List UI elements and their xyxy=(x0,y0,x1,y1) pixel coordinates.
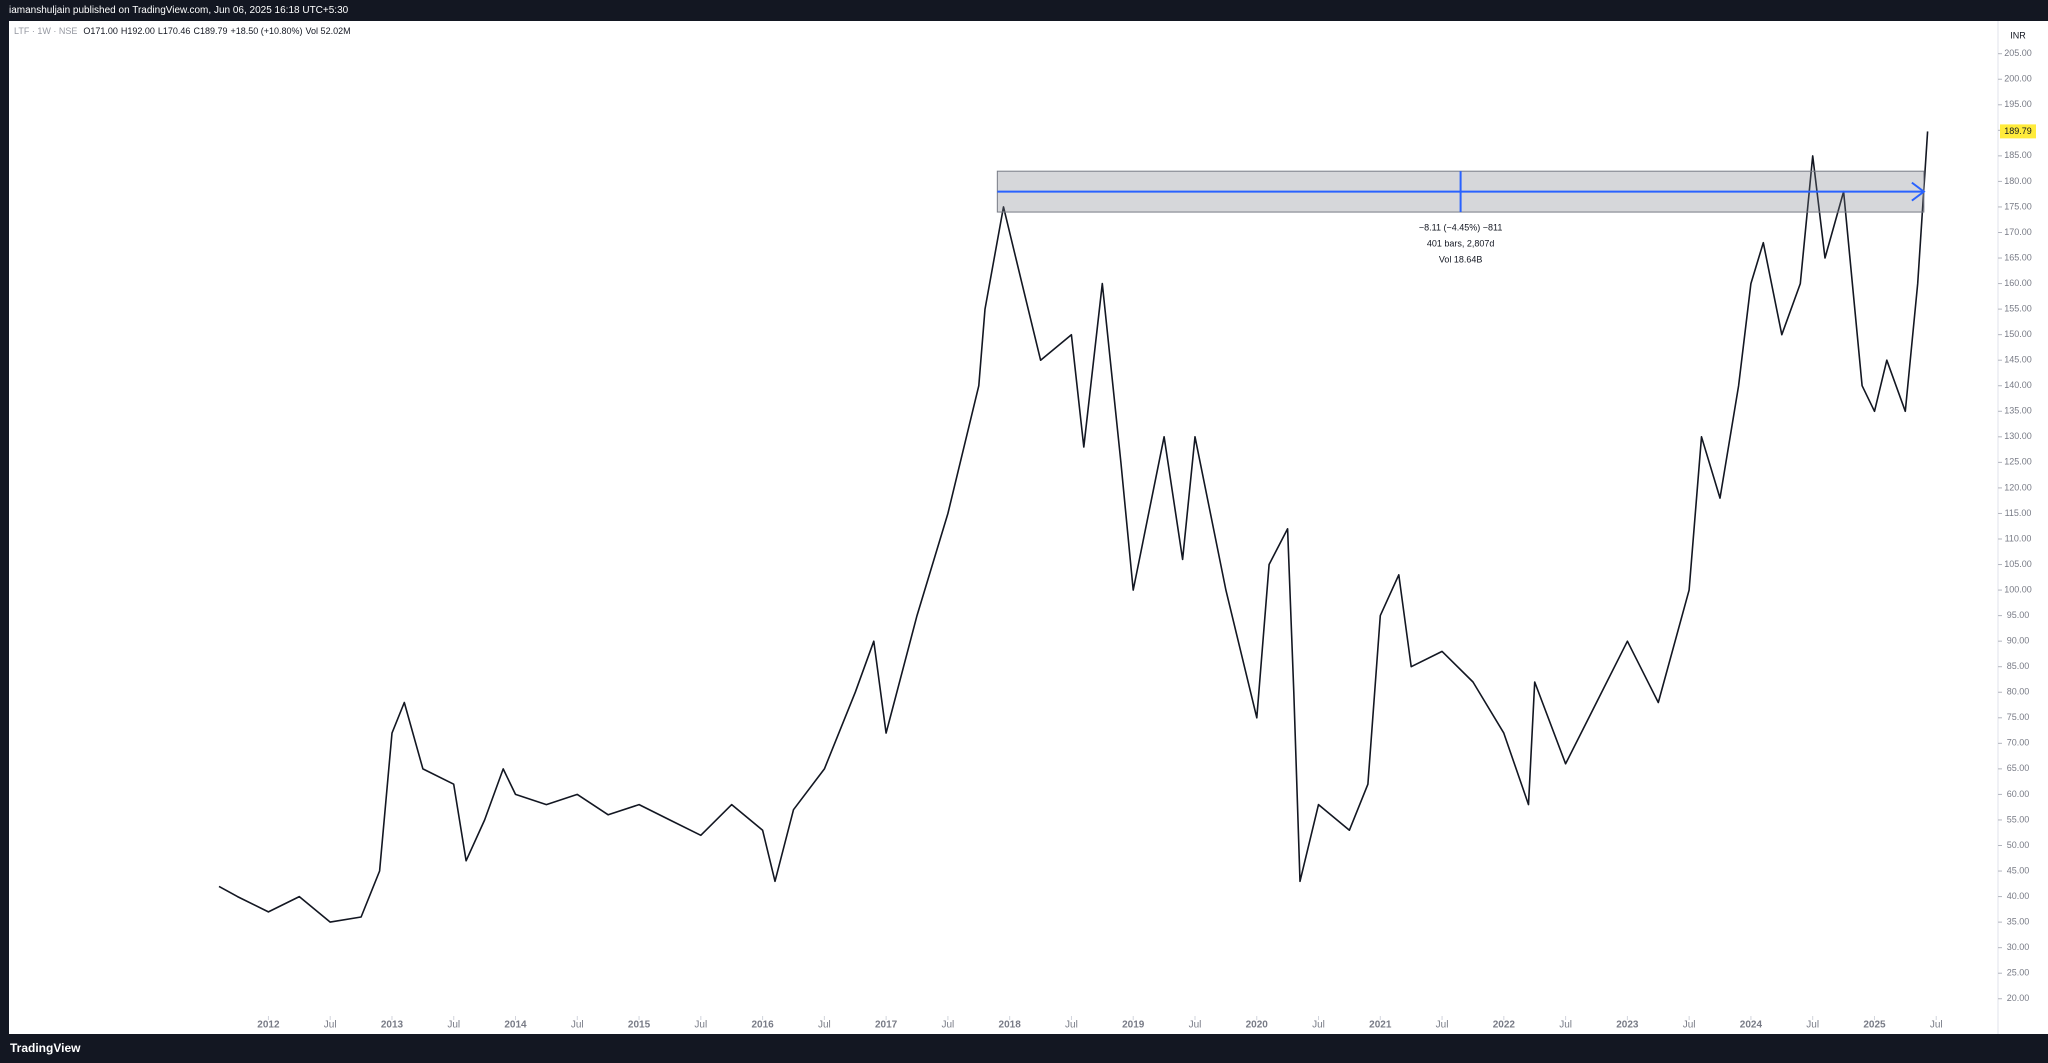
y-tick-label: 130.00 xyxy=(2004,431,2032,441)
y-tick-label: 110.00 xyxy=(2005,533,2032,543)
measure-label: 401 bars, 2,807d xyxy=(1427,238,1495,248)
y-tick-label: 200.00 xyxy=(2004,74,2032,84)
y-tick-label: 80.00 xyxy=(2007,687,2030,697)
volume: Vol 52.02M xyxy=(305,26,351,36)
x-tick-label: 2017 xyxy=(875,1020,898,1031)
x-tick-label: Jul xyxy=(1806,1020,1819,1031)
y-tick-label: 125.00 xyxy=(2004,457,2032,467)
x-tick-label: Jul xyxy=(1189,1020,1202,1031)
y-tick-label: 180.00 xyxy=(2004,176,2032,186)
last-price-label: 189.79 xyxy=(2004,126,2032,136)
ohlc-low: L170.46 xyxy=(157,26,191,36)
ohlc-change: +18.50 (+10.80%) xyxy=(230,26,303,36)
y-tick-label: 115.00 xyxy=(2005,508,2032,518)
y-tick-label: 135.00 xyxy=(2004,406,2032,416)
measure-label: Vol 18.64B xyxy=(1439,254,1483,264)
y-tick-label: 160.00 xyxy=(2004,278,2032,288)
last-price-badge xyxy=(2000,124,2036,139)
price-line xyxy=(218,131,1929,923)
y-tick-label: 25.00 xyxy=(2007,968,2030,978)
y-tick-label: 195.00 xyxy=(2004,99,2032,109)
measure-label: −8.11 (−4.45%) −811 xyxy=(1419,222,1502,232)
header: iamanshuljain published on TradingView.c… xyxy=(0,0,2048,21)
x-tick-label: 2015 xyxy=(628,1020,651,1031)
y-tick-label: 205.00 xyxy=(2004,48,2032,58)
x-tick-label: Jul xyxy=(571,1020,584,1031)
y-tick-label: 95.00 xyxy=(2007,610,2030,620)
y-tick-label: 60.00 xyxy=(2007,789,2030,799)
y-tick-label: 120.00 xyxy=(2004,482,2032,492)
y-tick-label: 75.00 xyxy=(2007,712,2030,722)
x-tick-label: Jul xyxy=(818,1020,831,1031)
x-tick-label: 2019 xyxy=(1122,1020,1145,1031)
y-tick-label: 70.00 xyxy=(2007,738,2030,748)
y-tick-label: 185.00 xyxy=(2004,150,2032,160)
x-tick-label: 2012 xyxy=(257,1020,280,1031)
x-tick-label: 2021 xyxy=(1369,1020,1392,1031)
y-tick-label: 100.00 xyxy=(2004,584,2032,594)
x-tick-label: Jul xyxy=(942,1020,955,1031)
x-tick-label: 2025 xyxy=(1863,1020,1886,1031)
y-tick-label: 145.00 xyxy=(2004,355,2032,365)
y-tick-label: 85.00 xyxy=(2007,661,2030,671)
x-tick-label: Jul xyxy=(1312,1020,1325,1031)
chart-background xyxy=(9,21,2048,1034)
y-tick-label: 105.00 xyxy=(2004,559,2032,569)
x-tick-label: Jul xyxy=(447,1020,460,1031)
ohlc-close: C189.79 xyxy=(193,26,228,36)
currency-label: INR xyxy=(2010,30,2026,40)
x-tick-label: Jul xyxy=(694,1020,707,1031)
y-tick-label: 65.00 xyxy=(2007,763,2030,773)
y-tick-label: 170.00 xyxy=(2004,227,2032,237)
x-tick-label: 2024 xyxy=(1740,1020,1763,1031)
y-tick-label: 20.00 xyxy=(2007,993,2030,1003)
y-tick-label: 45.00 xyxy=(2007,865,2030,875)
y-tick-label: 30.00 xyxy=(2007,942,2030,952)
x-tick-label: 2014 xyxy=(504,1020,527,1031)
y-tick-label: 150.00 xyxy=(2004,329,2032,339)
footer: TradingView xyxy=(0,1034,2048,1063)
x-tick-label: Jul xyxy=(1683,1020,1696,1031)
x-tick-label: Jul xyxy=(1436,1020,1449,1031)
x-tick-label: 2018 xyxy=(999,1020,1022,1031)
ohlc-high: H192.00 xyxy=(120,26,155,36)
x-tick-label: Jul xyxy=(1065,1020,1078,1031)
measure-arrowhead xyxy=(1911,181,1926,202)
ohlc-open: O171.00 xyxy=(83,26,118,36)
x-tick-label: Jul xyxy=(1930,1020,1943,1031)
y-tick-label: 175.00 xyxy=(2004,201,2032,211)
x-tick-label: 2022 xyxy=(1493,1020,1516,1031)
y-tick-label: 90.00 xyxy=(2007,636,2030,646)
x-tick-label: 2023 xyxy=(1616,1020,1639,1031)
x-tick-label: 2013 xyxy=(381,1020,404,1031)
y-tick-label: 50.00 xyxy=(2007,840,2030,850)
x-tick-label: 2020 xyxy=(1246,1020,1269,1031)
x-tick-label: Jul xyxy=(324,1020,337,1031)
y-tick-label: 165.00 xyxy=(2004,252,2032,262)
symbol: LTF · 1W · NSE xyxy=(14,26,78,36)
x-tick-label: Jul xyxy=(1559,1020,1572,1031)
y-tick-label: 55.00 xyxy=(2007,814,2030,824)
y-tick-label: 40.00 xyxy=(2007,891,2030,901)
y-tick-label: 35.00 xyxy=(2007,917,2030,927)
chart: INR 20.00 25.00 30.00 35.00 40.00 45.00 50.00 55… xyxy=(9,21,2048,1034)
y-tick-label: 155.00 xyxy=(2004,303,2032,313)
legend: LTF · 1W · NSE O171.00 H192.00 L170.46 C189.… xyxy=(14,26,354,36)
y-tick-label: 140.00 xyxy=(2004,380,2032,390)
x-tick-label: 2016 xyxy=(751,1020,774,1031)
